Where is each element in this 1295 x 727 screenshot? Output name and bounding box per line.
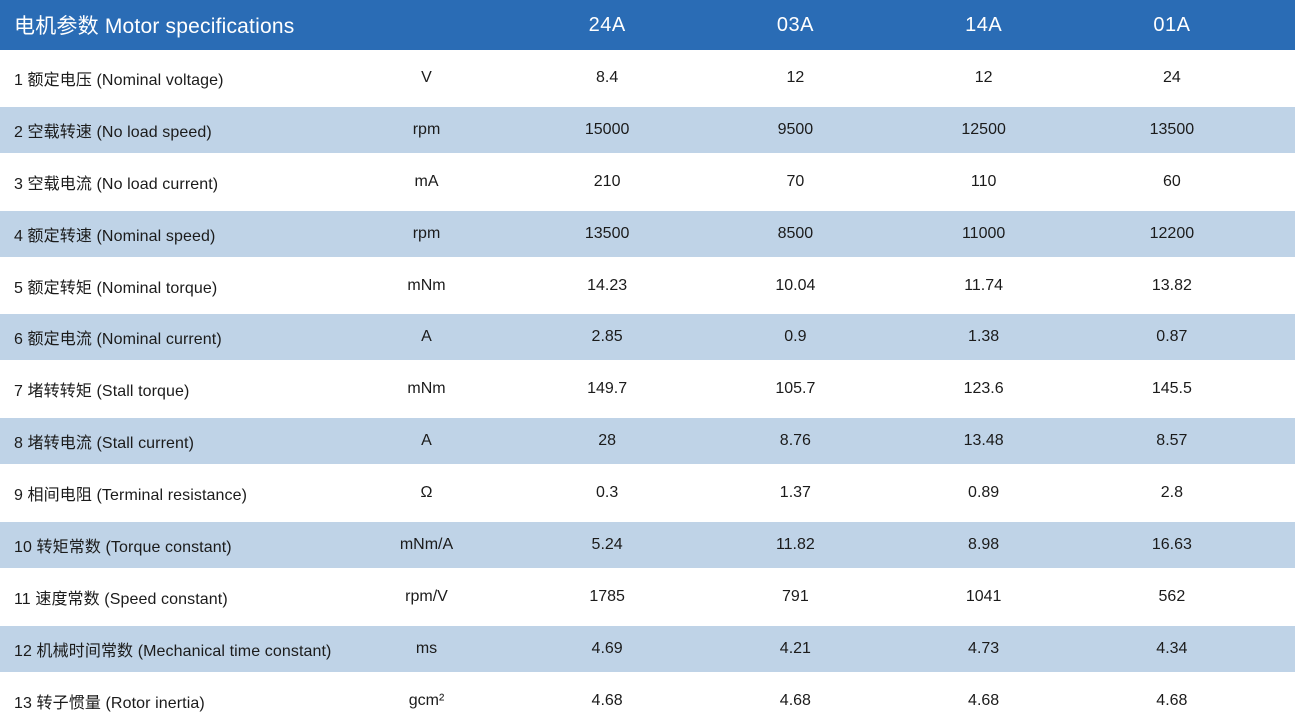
unit-cell: mNm/A: [399, 535, 454, 553]
parameter-label-cell: 9 相间电阻 (Terminal resistance): [14, 487, 248, 505]
parameter-label-cell: 4 额定转速 (Nominal speed): [14, 227, 216, 245]
value-cell-14A: 11000: [961, 224, 1006, 242]
value-cell-14A: 8.98: [968, 535, 1000, 553]
value-cell-14A: 1041: [965, 587, 1002, 605]
table-row: 11 速度常数 (Speed constant) rpm/V 1785 791 …: [0, 570, 1295, 623]
value-cell-24A: 8.4: [596, 68, 619, 86]
value-cell-01A: 8.57: [1156, 432, 1188, 450]
unit-cell: mNm: [407, 380, 446, 398]
unit-cell: mNm: [407, 276, 446, 294]
parameter-label-cell: 1 额定电压 (Nominal voltage): [14, 71, 224, 89]
parameter-label-cell: 12 机械时间常数 (Mechanical time constant): [14, 642, 332, 660]
table-row: 2 空载转速 (No load speed) rpm 15000 9500 12…: [0, 103, 1295, 156]
unit-cell: gcm²: [408, 691, 445, 709]
table-header-row: 电机参数 Motor specifications 24A 03A 14A 01…: [0, 0, 1295, 50]
value-cell-14A: 123.6: [963, 380, 1004, 398]
parameter-label-cell: 6 额定电流 (Nominal current): [14, 331, 222, 349]
unit-cell: rpm: [412, 224, 441, 242]
value-cell-03A: 9500: [777, 120, 814, 138]
value-cell-24A: 28: [598, 432, 617, 450]
unit-cell: A: [421, 328, 432, 346]
unit-cell: rpm/V: [405, 587, 448, 605]
column-header-01A: 01A: [1153, 13, 1191, 36]
value-cell-24A: 14.23: [587, 276, 628, 294]
value-cell-01A: 4.68: [1156, 691, 1188, 709]
value-cell-03A: 12: [786, 68, 805, 86]
column-header-24A: 24A: [588, 13, 626, 36]
value-cell-03A: 11.82: [775, 535, 815, 553]
table-row: 13 转子惯量 (Rotor inertia) gcm² 4.68 4.68 4…: [0, 674, 1295, 727]
value-cell-01A: 16.63: [1151, 535, 1192, 553]
value-cell-01A: 2.8: [1160, 484, 1183, 502]
column-header-03A: 03A: [776, 13, 814, 36]
value-cell-24A: 4.68: [591, 691, 623, 709]
parameter-label-cell: 3 空载电流 (No load current): [14, 175, 219, 193]
table-row: 5 额定转矩 (Nominal torque) mNm 14.23 10.04 …: [0, 259, 1295, 312]
value-cell-24A: 2.85: [591, 328, 623, 346]
parameter-label-cell: 5 额定转矩 (Nominal torque): [14, 279, 218, 297]
value-cell-14A: 13.48: [963, 432, 1004, 450]
value-cell-01A: 13.82: [1151, 276, 1192, 294]
value-cell-01A: 60: [1162, 172, 1181, 190]
value-cell-03A: 10.04: [775, 276, 816, 294]
value-cell-14A: 110: [970, 172, 997, 190]
value-cell-01A: 24: [1162, 68, 1181, 86]
value-cell-14A: 1.38: [968, 328, 1000, 346]
parameter-label-cell: 7 堵转转矩 (Stall torque): [14, 383, 190, 401]
value-cell-03A: 70: [786, 172, 805, 190]
value-cell-24A: 1785: [589, 587, 625, 605]
table-row: 3 空载电流 (No load current) mA 210 70 110 6…: [0, 155, 1295, 208]
value-cell-14A: 11.74: [964, 276, 1004, 294]
table-row: 8 堵转电流 (Stall current) A 28 8.76 13.48 8…: [0, 415, 1295, 468]
value-cell-01A: 0.87: [1156, 328, 1188, 346]
value-cell-01A: 4.34: [1156, 639, 1188, 657]
value-cell-24A: 13500: [584, 224, 630, 242]
table-row: 12 机械时间常数 (Mechanical time constant) ms …: [0, 622, 1295, 675]
parameter-label-cell: 11 速度常数 (Speed constant): [14, 590, 228, 608]
value-cell-01A: 145.5: [1151, 380, 1192, 398]
value-cell-14A: 12: [974, 68, 993, 86]
parameter-label-cell: 2 空载转速 (No load speed): [14, 123, 212, 141]
table-title: 电机参数 Motor specifications: [14, 15, 295, 38]
value-cell-14A: 12500: [961, 120, 1006, 138]
table-row: 6 额定电流 (Nominal current) A 2.85 0.9 1.38…: [0, 311, 1295, 364]
value-cell-24A: 149.7: [587, 380, 628, 398]
table-row: 7 堵转转矩 (Stall torque) mNm 149.7 105.7 12…: [0, 363, 1295, 416]
table-row: 1 额定电压 (Nominal voltage) V 8.4 12 12 24: [0, 52, 1295, 104]
value-cell-01A: 12200: [1149, 224, 1195, 242]
value-cell-03A: 8500: [777, 224, 814, 242]
value-cell-24A: 0.3: [596, 484, 619, 502]
parameter-label-cell: 13 转子惯量 (Rotor inertia): [14, 694, 205, 712]
table-row: 10 转矩常数 (Torque constant) mNm/A 5.24 11.…: [0, 519, 1295, 571]
value-cell-03A: 8.76: [779, 432, 811, 450]
unit-cell: rpm: [412, 120, 441, 138]
value-cell-03A: 105.7: [775, 380, 816, 398]
value-cell-01A: 562: [1158, 587, 1186, 605]
value-cell-24A: 210: [593, 172, 621, 190]
value-cell-14A: 0.89: [968, 484, 1000, 502]
value-cell-14A: 4.68: [968, 691, 1000, 709]
value-cell-24A: 4.69: [591, 639, 623, 657]
parameter-label-cell: 8 堵转电流 (Stall current): [14, 435, 195, 453]
value-cell-14A: 4.73: [968, 639, 1000, 657]
unit-cell: Ω: [420, 484, 433, 502]
parameter-label-cell: 10 转矩常数 (Torque constant): [14, 538, 232, 556]
value-cell-03A: 791: [782, 587, 809, 605]
unit-cell: A: [421, 432, 432, 450]
table-row: 4 额定转速 (Nominal speed) rpm 13500 8500 11…: [0, 207, 1295, 260]
value-cell-03A: 4.21: [779, 639, 811, 657]
value-cell-03A: 0.9: [784, 328, 807, 346]
table-row: 9 相间电阻 (Terminal resistance) Ω 0.3 1.37 …: [0, 467, 1295, 520]
value-cell-24A: 5.24: [591, 535, 623, 553]
value-cell-03A: 4.68: [779, 691, 811, 709]
unit-cell: mA: [414, 172, 439, 190]
value-cell-01A: 13500: [1149, 120, 1195, 138]
value-cell-03A: 1.37: [779, 484, 811, 502]
column-header-14A: 14A: [965, 13, 1003, 36]
table-body: 1 额定电压 (Nominal voltage) V 8.4 12 12 24 …: [0, 52, 1295, 727]
unit-cell: ms: [415, 639, 438, 657]
unit-cell: V: [421, 68, 432, 86]
value-cell-24A: 15000: [584, 120, 630, 138]
